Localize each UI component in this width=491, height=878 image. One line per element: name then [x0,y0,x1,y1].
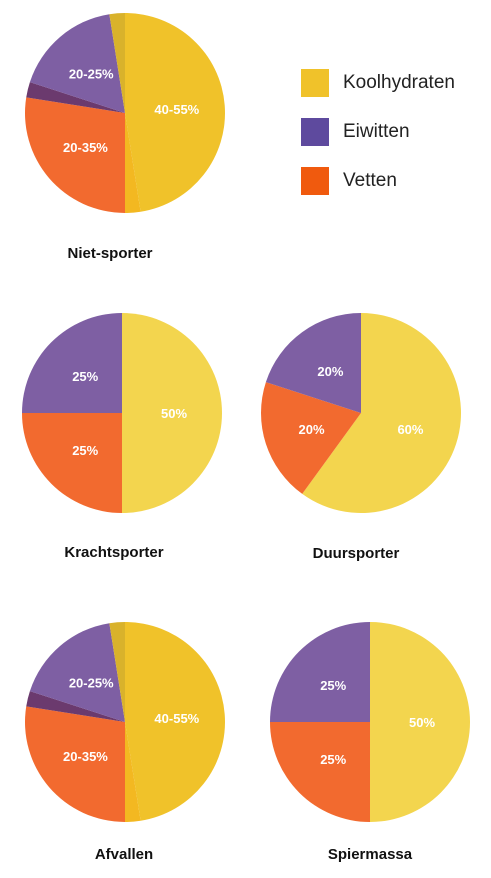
slice-label: 50% [161,406,187,421]
pie-slice [25,706,126,822]
pie-slice [125,722,141,822]
pie-slice [265,313,361,413]
slice-label: 60% [397,422,423,437]
legend-swatch-koolhydraten [301,68,329,97]
legend: Koolhydraten Eiwitten Vetten [301,58,455,205]
legend-item-vetten: Vetten [301,156,455,205]
legend-swatch-eiwitten [301,117,329,146]
legend-item-koolhydraten: Koolhydraten [301,58,455,107]
slice-label: 20-25% [69,66,114,81]
pie-slice [109,622,125,722]
pie-slice [25,97,126,213]
pie-slice [270,722,370,822]
pie-slice [261,382,361,494]
pie-slice [29,14,125,114]
legend-swatch-vetten [301,166,329,195]
pie-krachtsporter: 50% 25% 25% [22,313,222,513]
pie-slice [22,313,122,413]
pie-slice [26,691,125,722]
legend-label-vetten: Vetten [343,169,397,191]
pie-slice [122,313,222,513]
legend-label-eiwitten: Eiwitten [343,120,410,142]
slice-label: 25% [72,369,98,384]
pie-spiermassa: 50% 25% 25% [270,622,470,822]
pie-slice [29,623,125,722]
pie-niet-sporter: 40-55% 20-35% 20-25% [25,13,225,213]
pie-duursporter: 60% 20% 20% [261,313,461,513]
slice-label: 25% [320,678,346,693]
pie-slice [370,622,470,822]
slice-label: 25% [72,443,98,458]
pie-slice [26,82,125,113]
legend-label-koolhydraten: Koolhydraten [343,71,455,93]
slice-label: 20% [299,422,325,437]
pie-slice [270,622,370,722]
slice-label: 20% [317,364,343,379]
slice-label: 20-25% [69,675,114,690]
chart-title-niet-sporter: Niet-sporter [67,245,153,262]
chart-title-krachtsporter: Krachtsporter [64,544,164,561]
slice-label: 20-35% [63,140,108,155]
pie-slice [125,622,226,821]
legend-item-eiwitten: Eiwitten [301,107,455,156]
pie-slice [302,313,461,513]
slice-label: 50% [409,715,435,730]
slice-label: 20-35% [63,749,108,764]
chart-title-afvallen: Afvallen [94,846,154,863]
pie-afvallen: 40-55% 20-35% 20-25% [25,622,226,822]
chart-title-duursporter: Duursporter [312,545,400,562]
slice-label: 40-55% [154,711,199,726]
pie-slice [125,13,225,212]
slice-label: 25% [320,752,346,767]
pie-slice [109,13,125,113]
chart-title-spiermassa: Spiermassa [327,846,413,863]
pie-slice [22,413,122,513]
slice-label: 40-55% [154,102,199,117]
pie-slice [125,113,141,213]
